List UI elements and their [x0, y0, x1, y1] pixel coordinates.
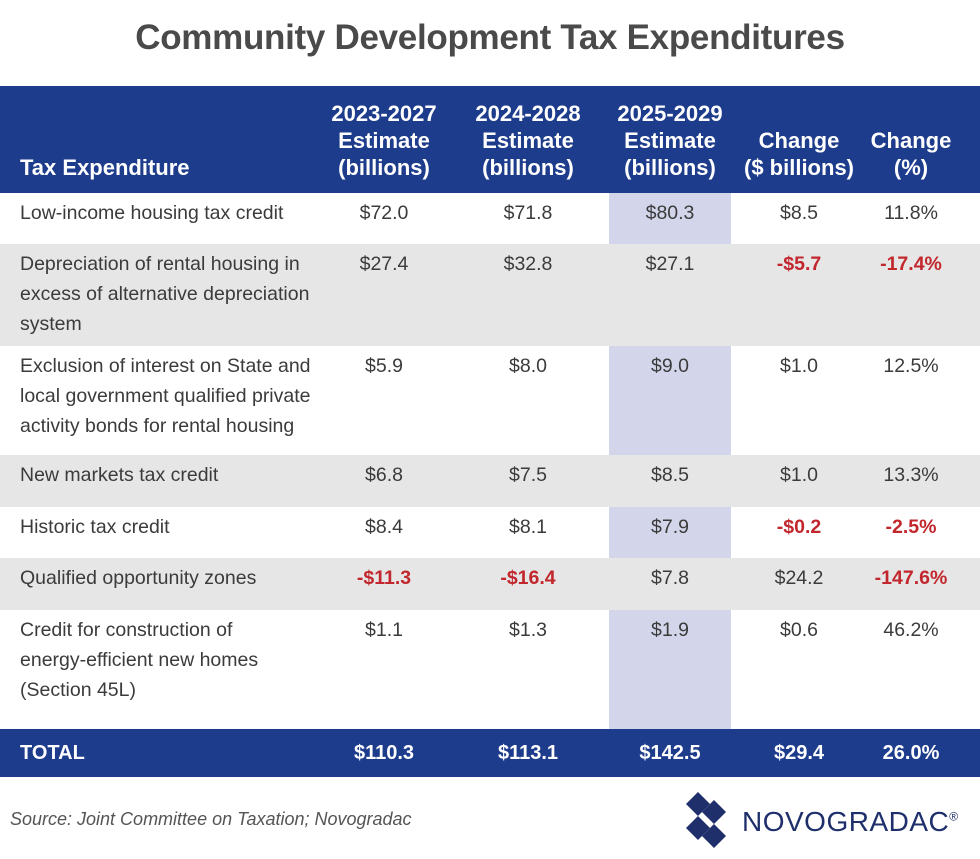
row-label-line: energy-efficient new homes	[20, 649, 259, 671]
table-cell: -$16.4	[500, 567, 556, 589]
table-cell: $1.3	[509, 619, 547, 641]
row-label: Historic tax credit	[20, 507, 340, 542]
table-cell: $71.8	[503, 202, 553, 224]
row-label-line: Historic tax credit	[20, 516, 170, 538]
row-label: Low-income housing tax credit	[20, 193, 340, 228]
total-label: TOTAL	[20, 742, 85, 764]
row-label-line: activity bonds for rental housing	[20, 415, 295, 437]
row-label-line: Credit for construction of	[20, 619, 233, 641]
total-cell: 26.0%	[882, 742, 940, 764]
table-cell: $7.8	[651, 567, 689, 589]
table-cell: $32.8	[503, 253, 553, 275]
table-row: Low-income housing tax credit $72.0 $71.8 $…	[0, 193, 980, 244]
column-header-line: (billions)	[624, 155, 716, 180]
table-cell: 12.5%	[883, 355, 939, 377]
column-header: Tax Expenditure	[20, 154, 190, 181]
row-label-line: system	[20, 313, 82, 335]
table-cell: $8.1	[509, 516, 547, 538]
total-cell: $29.4	[773, 742, 825, 764]
table-row: Exclusion of interest on State and local …	[0, 346, 980, 455]
column-header-line: (billions)	[482, 155, 574, 180]
table-cell: $8.0	[509, 355, 547, 377]
chart-title: Community Development Tax Expenditures	[135, 18, 845, 57]
table-cell: $27.1	[645, 253, 695, 275]
column-header-line: ($ billions)	[744, 155, 854, 180]
table-cell: -$5.7	[776, 253, 822, 275]
total-row: TOTAL $110.3 $113.1 $142.5 $29.4 26.0%	[0, 729, 980, 777]
table-cell: $7.5	[509, 464, 547, 486]
column-header-line: Estimate	[624, 128, 716, 153]
table-cell: -17.4%	[880, 253, 942, 275]
column-header: 2024-2028 Estimate (billions)	[458, 100, 598, 181]
column-header-line: (billions)	[338, 155, 430, 180]
novogradac-logo-icon	[686, 792, 726, 848]
table-row: Credit for construction of energy-efficie…	[0, 610, 980, 720]
row-label: Qualified opportunity zones	[20, 558, 340, 593]
column-header-line: 2023-2027	[331, 101, 437, 126]
table-cell: $8.5	[651, 464, 689, 486]
table-cell: $9.0	[651, 355, 689, 377]
table-cell: $8.4	[365, 516, 403, 538]
source-note: Source: Joint Committee on Taxation; Nov…	[10, 809, 412, 829]
row-label: Exclusion of interest on State and local …	[20, 346, 340, 441]
table-cell: 11.8%	[884, 202, 938, 224]
column-header: Change (%)	[861, 127, 961, 181]
table-cell: $6.8	[365, 464, 403, 486]
row-label-line: New markets tax credit	[20, 464, 219, 486]
total-cell: $142.5	[639, 742, 701, 764]
table-row: Qualified opportunity zones -$11.3 -$16.4 $…	[0, 558, 980, 610]
table-cell: -147.6%	[874, 567, 948, 589]
table-row: New markets tax credit $6.8 $7.5 $8.5 $1.0 13…	[0, 455, 980, 507]
table-cell: $7.9	[651, 516, 689, 538]
row-label-line: Low-income housing tax credit	[20, 202, 284, 224]
column-header-line: Estimate	[338, 128, 430, 153]
row-label-line: excess of alternative depreciation	[20, 283, 310, 305]
column-header-line: Estimate	[482, 128, 574, 153]
table-cell: $0.6	[780, 619, 818, 641]
table-cell: $27.4	[359, 253, 409, 275]
column-header-line: 2025-2029	[617, 101, 723, 126]
table-cell: 13.3%	[883, 464, 939, 486]
row-label: New markets tax credit	[20, 455, 340, 490]
table-row: Depreciation of rental housing in excess …	[0, 244, 980, 346]
table-cell: -2.5%	[885, 516, 937, 538]
row-label: Credit for construction of energy-efficie…	[20, 610, 340, 705]
column-header: 2023-2027 Estimate (billions)	[314, 100, 454, 181]
column-header-line: Change	[870, 128, 952, 153]
column-header-line: (%)	[893, 155, 929, 180]
table-cell: $1.9	[651, 619, 689, 641]
table-cell: -$0.2	[776, 516, 822, 538]
table-cell: $80.3	[645, 202, 695, 224]
table-row: Historic tax credit $8.4 $8.1 $7.9 -$0.2 -2.5…	[0, 507, 980, 558]
novogradac-logo: NOVOGRADAC®	[684, 790, 974, 850]
table-cell: $24.2	[774, 567, 824, 589]
table-header: Tax Expenditure 2023-2027 Estimate (billion…	[0, 86, 980, 193]
table-cell: $1.0	[780, 464, 818, 486]
row-label-line: Depreciation of rental housing in	[20, 253, 300, 275]
row-label-line: Exclusion of interest on State and	[20, 355, 311, 377]
column-header-line: Change	[758, 128, 840, 153]
logo-text: NOVOGRADAC®	[742, 806, 959, 837]
column-header: 2025-2029 Estimate (billions)	[600, 100, 740, 181]
table-cell: 46.2%	[883, 619, 939, 641]
table-cell: -$11.3	[356, 567, 412, 589]
table-cell: $1.0	[780, 355, 818, 377]
row-label-line: local government qualified private	[20, 385, 311, 407]
row-label-line: Qualified opportunity zones	[20, 567, 257, 589]
table-cell: $5.9	[365, 355, 403, 377]
table-cell: $1.1	[365, 619, 403, 641]
table-cell: $72.0	[359, 202, 409, 224]
total-cell: $110.3	[353, 742, 415, 764]
row-label: Depreciation of rental housing in excess …	[20, 244, 340, 339]
column-header-line: Tax Expenditure	[20, 155, 190, 180]
total-cell: $113.1	[497, 742, 559, 764]
table-cell: $8.5	[780, 202, 818, 224]
column-header-line: 2024-2028	[475, 101, 581, 126]
column-header: Change ($ billions)	[734, 127, 864, 181]
row-label-line: (Section 45L)	[20, 679, 136, 701]
